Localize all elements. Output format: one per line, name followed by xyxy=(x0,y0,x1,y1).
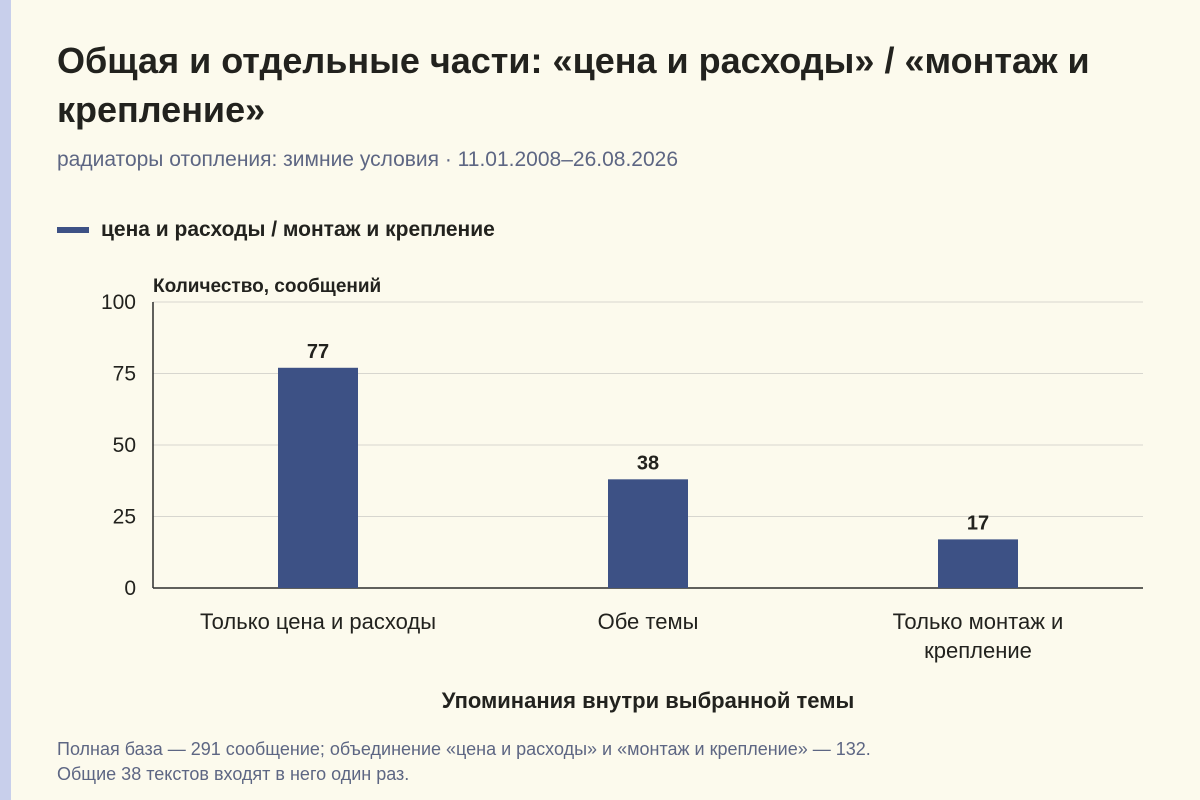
legend-label: цена и расходы / монтаж и крепление xyxy=(101,218,495,241)
chart-subtitle: радиаторы отопления: зимние условия · 11… xyxy=(57,148,678,171)
data-label: 38 xyxy=(637,452,659,474)
x-tick-label: Только цена и расходы xyxy=(200,609,436,634)
y-tick-label: 100 xyxy=(101,291,136,314)
y-axis-title: Количество, сообщений xyxy=(153,276,381,297)
legend-swatch xyxy=(57,227,89,233)
footnote: Полная база — 291 сообщение; объединение… xyxy=(57,737,1157,787)
bar xyxy=(938,539,1018,588)
bar xyxy=(278,367,358,588)
data-label: 17 xyxy=(967,512,989,534)
x-tick-label: Только монтаж и xyxy=(893,609,1064,634)
footnote-line: Полная база — 291 сообщение; объединение… xyxy=(57,739,871,759)
x-tick-label: крепление xyxy=(924,638,1032,663)
y-tick-label: 0 xyxy=(124,577,136,600)
x-axis-title: Упоминания внутри выбранной темы xyxy=(442,688,855,713)
y-tick-label: 50 xyxy=(113,434,136,457)
data-label: 77 xyxy=(307,341,329,363)
bar xyxy=(608,479,688,588)
y-tick-label: 75 xyxy=(113,363,136,386)
footnote-line: Общие 38 текстов входят в него один раз. xyxy=(57,764,410,784)
y-tick-label: 25 xyxy=(113,506,136,529)
x-tick-label: Обе темы xyxy=(598,609,699,634)
accent-strip xyxy=(0,0,11,800)
chart-title: Общая и отдельные части: «цена и расходы… xyxy=(57,40,1090,130)
legend: цена и расходы / монтаж и крепление xyxy=(57,218,495,242)
